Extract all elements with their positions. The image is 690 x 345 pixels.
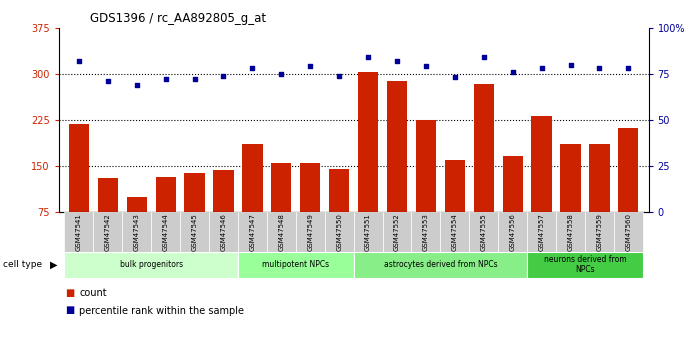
Text: GSM47550: GSM47550 <box>336 213 342 251</box>
Text: astrocytes derived from NPCs: astrocytes derived from NPCs <box>384 260 497 269</box>
Bar <box>151 212 180 252</box>
Text: ▶: ▶ <box>50 260 58 270</box>
Bar <box>126 197 147 258</box>
Bar <box>502 156 523 258</box>
Point <box>623 66 634 71</box>
Bar <box>271 163 291 258</box>
Text: ■: ■ <box>66 288 75 298</box>
Bar <box>618 128 638 258</box>
Bar <box>325 212 354 252</box>
Point <box>420 63 431 69</box>
Text: GSM47546: GSM47546 <box>221 213 226 251</box>
Text: GSM47544: GSM47544 <box>163 213 168 251</box>
Text: percentile rank within the sample: percentile rank within the sample <box>79 306 244 315</box>
Bar <box>69 124 89 258</box>
Text: GSM47542: GSM47542 <box>105 213 111 251</box>
Bar <box>155 177 176 258</box>
Bar <box>296 212 325 252</box>
Bar <box>267 212 296 252</box>
Bar <box>469 212 498 252</box>
Point <box>247 66 258 71</box>
Point <box>449 75 460 80</box>
Bar <box>180 212 209 252</box>
Bar <box>209 212 238 252</box>
Bar <box>213 170 234 258</box>
Text: cell type: cell type <box>3 260 43 269</box>
Bar <box>560 145 581 258</box>
Text: GSM47555: GSM47555 <box>481 213 486 251</box>
Text: GSM47548: GSM47548 <box>278 213 284 251</box>
Text: GSM47541: GSM47541 <box>76 213 82 251</box>
Bar <box>64 212 93 252</box>
Point <box>507 69 518 75</box>
Point <box>594 66 605 71</box>
Point <box>218 73 229 78</box>
Text: GSM47552: GSM47552 <box>394 213 400 251</box>
Bar <box>531 116 552 258</box>
Bar <box>93 212 122 252</box>
Point <box>189 77 200 82</box>
Point <box>536 66 547 71</box>
Bar <box>382 212 411 252</box>
Text: GSM47556: GSM47556 <box>510 213 515 251</box>
Bar <box>556 212 585 252</box>
Bar <box>473 84 494 258</box>
Text: GSM47557: GSM47557 <box>539 213 544 251</box>
Point <box>334 73 345 78</box>
Bar <box>358 72 378 258</box>
Bar <box>242 145 262 258</box>
Bar <box>329 169 349 258</box>
Bar <box>498 212 527 252</box>
Bar <box>353 212 382 252</box>
Bar <box>238 212 267 252</box>
Point <box>160 77 171 82</box>
Bar <box>184 174 205 258</box>
Text: GSM47549: GSM47549 <box>307 213 313 251</box>
Bar <box>238 252 353 278</box>
Point <box>565 62 576 67</box>
Text: GSM47559: GSM47559 <box>596 213 602 251</box>
Bar <box>98 178 118 258</box>
Bar <box>387 81 407 258</box>
Text: bulk progenitors: bulk progenitors <box>119 260 183 269</box>
Bar <box>122 212 151 252</box>
Point <box>305 63 316 69</box>
Text: GSM47545: GSM47545 <box>192 213 197 251</box>
Point <box>276 71 287 77</box>
Text: GSM47547: GSM47547 <box>249 213 255 251</box>
Bar <box>527 212 556 252</box>
Text: GSM47553: GSM47553 <box>423 213 429 251</box>
Point <box>131 82 142 88</box>
Text: GSM47554: GSM47554 <box>452 213 458 251</box>
Bar <box>440 212 469 252</box>
Bar <box>64 252 238 278</box>
Text: GSM47558: GSM47558 <box>567 213 573 251</box>
Bar <box>411 212 440 252</box>
Text: GSM47560: GSM47560 <box>625 213 631 251</box>
Point <box>391 58 402 63</box>
Bar <box>585 212 614 252</box>
Text: ■: ■ <box>66 306 75 315</box>
Bar <box>589 145 609 258</box>
Bar <box>300 163 320 258</box>
Text: GSM47543: GSM47543 <box>134 213 140 251</box>
Point <box>478 55 489 60</box>
Text: multipotent NPCs: multipotent NPCs <box>262 260 329 269</box>
Text: GSM47551: GSM47551 <box>365 213 371 251</box>
Bar <box>445 160 465 258</box>
Bar <box>416 120 436 258</box>
Text: GDS1396 / rc_AA892805_g_at: GDS1396 / rc_AA892805_g_at <box>90 12 266 25</box>
Point <box>73 58 84 63</box>
Point <box>102 78 113 84</box>
Bar <box>353 252 527 278</box>
Text: count: count <box>79 288 107 298</box>
Bar <box>614 212 643 252</box>
Bar <box>527 252 643 278</box>
Point <box>362 55 373 60</box>
Text: neurons derived from
NPCs: neurons derived from NPCs <box>544 255 627 275</box>
